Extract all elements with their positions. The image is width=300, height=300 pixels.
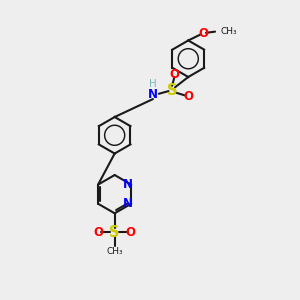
Text: O: O <box>183 90 193 103</box>
Text: O: O <box>126 226 136 239</box>
Text: O: O <box>169 68 179 80</box>
Text: N: N <box>123 178 133 191</box>
Text: O: O <box>94 226 103 239</box>
Text: O: O <box>198 27 208 40</box>
Text: H: H <box>149 79 157 89</box>
Text: N: N <box>123 197 133 210</box>
Text: S: S <box>110 225 120 240</box>
Text: S: S <box>167 83 177 98</box>
Text: CH₃: CH₃ <box>220 27 237 36</box>
Text: N: N <box>148 88 158 101</box>
Text: CH₃: CH₃ <box>106 247 123 256</box>
